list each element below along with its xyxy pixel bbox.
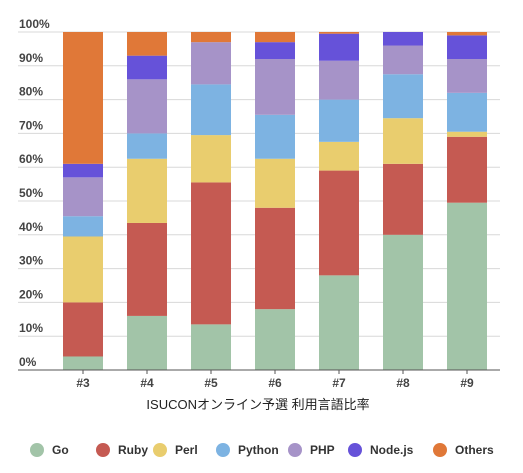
legend-marker: [348, 443, 362, 457]
legend-marker: [30, 443, 44, 457]
y-tick-label: 40%: [19, 220, 43, 234]
x-tick-label: #7: [332, 376, 346, 390]
bar-stack: [319, 32, 359, 370]
bar-segment-php: [383, 45, 423, 75]
y-tick-label: 30%: [19, 254, 43, 268]
x-tick-label: #9: [460, 376, 474, 390]
legend-label: Node.js: [370, 443, 414, 457]
bar-segment-perl: [191, 135, 231, 183]
bar-segment-perl: [447, 131, 487, 137]
x-tick-label: #4: [140, 376, 154, 390]
bar-segment-go: [383, 234, 423, 370]
legend-marker: [96, 443, 110, 457]
bar-segment-php: [319, 60, 359, 100]
bar-segment-php: [447, 59, 487, 93]
bar-segment-ruby: [63, 302, 103, 357]
bar-segment-node-js: [447, 35, 487, 60]
legend: Go Ruby Perl Python PHP Node.js Others: [30, 443, 494, 457]
bar-segment-ruby: [191, 182, 231, 325]
bar-segment-others: [191, 32, 231, 43]
bar-segment-ruby: [447, 136, 487, 203]
bar-segment-ruby: [255, 207, 295, 310]
bar-segment-php: [63, 177, 103, 217]
y-tick-label: 70%: [19, 118, 43, 132]
bar-segment-ruby: [127, 222, 167, 316]
x-tick-label: #5: [204, 376, 218, 390]
bar-stack: [255, 32, 295, 370]
bar-segment-node-js: [255, 42, 295, 60]
bar-segment-php: [127, 79, 167, 134]
bar-segment-perl: [255, 158, 295, 208]
y-tick-label: 50%: [19, 186, 43, 200]
y-tick-label: 90%: [19, 51, 43, 65]
legend-label: Python: [238, 443, 279, 457]
bar-segment-others: [63, 32, 103, 164]
x-axis-ticks: #3 #4 #5 #6 #7 #8 #9: [76, 370, 474, 390]
legend-label: Others: [455, 443, 494, 457]
bar-segment-perl: [319, 141, 359, 171]
bar-segment-node-js: [63, 163, 103, 178]
bar-segment-perl: [63, 236, 103, 303]
bars: [63, 32, 487, 370]
bar-segment-python: [319, 99, 359, 142]
legend-marker: [288, 443, 302, 457]
bar-segment-python: [255, 114, 295, 159]
bar-segment-go: [319, 275, 359, 370]
y-tick-label: 10%: [19, 321, 43, 335]
legend-item: Python: [216, 443, 279, 457]
y-tick-label: 80%: [19, 85, 43, 99]
bar-segment-others: [319, 32, 359, 34]
legend-marker: [216, 443, 230, 457]
bar-stack: [383, 32, 423, 370]
bar-segment-perl: [127, 158, 167, 223]
bar-segment-others: [127, 32, 167, 56]
x-axis-label: ISUCONオンライン予選 利用言語比率: [146, 397, 369, 412]
bar-segment-others: [255, 32, 295, 43]
legend-marker: [153, 443, 167, 457]
y-tick-label: 20%: [19, 287, 43, 301]
bar-stack: [63, 32, 103, 370]
legend-item: Ruby: [96, 443, 148, 457]
bar-segment-go: [447, 202, 487, 370]
bar-segment-go: [63, 356, 103, 370]
bar-segment-ruby: [383, 163, 423, 235]
bar-stack: [127, 32, 167, 370]
bar-segment-go: [255, 309, 295, 370]
bar-segment-python: [447, 92, 487, 132]
legend-item: Node.js: [348, 443, 414, 457]
legend-marker: [433, 443, 447, 457]
legend-label: Ruby: [118, 443, 148, 457]
legend-label: Go: [52, 443, 69, 457]
bar-segment-node-js: [319, 33, 359, 61]
bar-segment-ruby: [319, 170, 359, 276]
legend-label: Perl: [175, 443, 198, 457]
y-axis-ticks: 0% 10% 20% 30% 40% 50% 60% 70% 80% 90% 100%: [19, 17, 50, 369]
y-tick-label: 0%: [19, 355, 37, 369]
bar-segment-go: [127, 315, 167, 370]
bar-segment-python: [63, 216, 103, 237]
legend-item: PHP: [288, 443, 335, 457]
bar-segment-python: [191, 84, 231, 136]
bar-segment-perl: [383, 118, 423, 164]
x-tick-label: #3: [76, 376, 90, 390]
bar-segment-go: [191, 324, 231, 370]
bar-stack: [191, 32, 231, 370]
legend-item: Go: [30, 443, 69, 457]
bar-segment-python: [383, 74, 423, 119]
y-tick-label: 60%: [19, 152, 43, 166]
legend-label: PHP: [310, 443, 335, 457]
legend-item: Perl: [153, 443, 198, 457]
bar-segment-php: [191, 42, 231, 85]
bar-segment-others: [447, 32, 487, 36]
y-tick-label: 100%: [19, 17, 50, 31]
bar-segment-node-js: [383, 32, 423, 46]
legend-item: Others: [433, 443, 494, 457]
bar-stack: [447, 32, 487, 370]
x-tick-label: #8: [396, 376, 410, 390]
bar-segment-php: [255, 59, 295, 115]
bar-segment-node-js: [127, 55, 167, 80]
bar-segment-python: [127, 133, 167, 159]
x-tick-label: #6: [268, 376, 282, 390]
